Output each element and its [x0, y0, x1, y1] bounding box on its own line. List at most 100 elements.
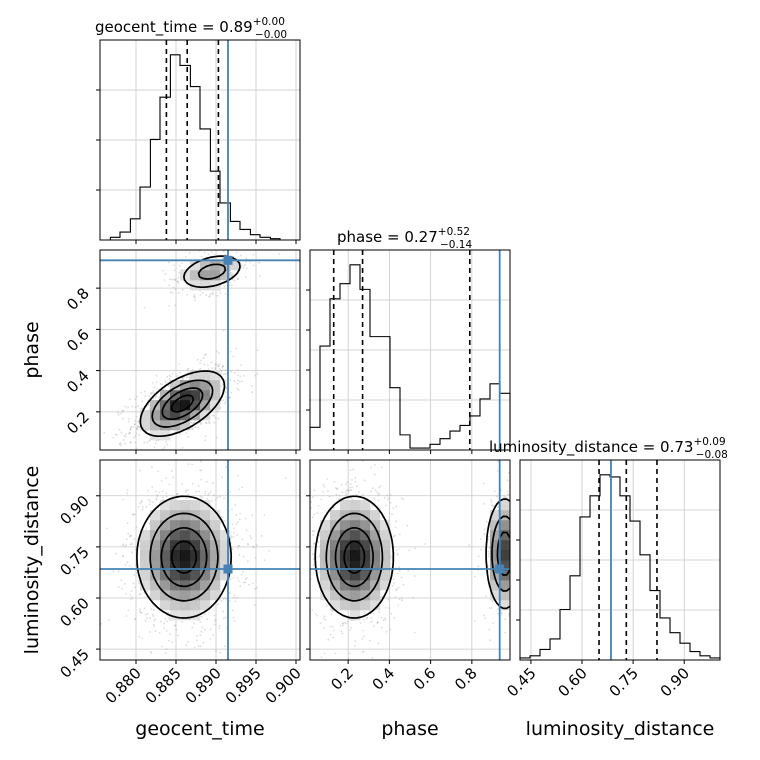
sample-point [333, 481, 336, 483]
sample-point [224, 253, 227, 256]
density-bin [170, 410, 181, 421]
sample-point [145, 429, 148, 432]
sample-point [149, 650, 152, 653]
sample-point [124, 433, 127, 435]
density-bin [180, 540, 191, 551]
sample-point [490, 607, 493, 609]
sample-point [187, 374, 190, 377]
sample-point [103, 432, 106, 434]
sample-point [352, 468, 355, 471]
sample-point [154, 396, 157, 399]
sample-point [199, 460, 202, 463]
sample-point [222, 610, 225, 613]
sample-point [137, 405, 140, 408]
density-bin [210, 270, 221, 281]
sample-point [215, 650, 217, 652]
sample-point [507, 493, 510, 496]
sample-point [129, 442, 132, 444]
sample-point [330, 613, 333, 616]
sample-point [341, 622, 344, 625]
sample-point [400, 597, 403, 600]
sample-point [392, 507, 395, 510]
sample-point [245, 276, 248, 279]
sample-point [144, 619, 147, 622]
sample-point [393, 582, 395, 585]
sample-point [394, 526, 397, 529]
sample-point [379, 485, 382, 488]
sample-point [134, 618, 137, 621]
density-bin [490, 540, 501, 551]
sample-point [384, 618, 387, 621]
sample-point [237, 374, 240, 377]
sample-point [187, 280, 190, 283]
density-bin [150, 570, 161, 581]
sample-point [172, 286, 175, 289]
sample-point [223, 373, 225, 376]
sample-point [245, 576, 248, 579]
sample-point [483, 528, 486, 530]
sample-point [199, 423, 202, 425]
sample-point [407, 569, 410, 572]
sample-point [135, 428, 138, 431]
contour-level-2 [151, 263, 227, 428]
density-bin [210, 370, 221, 381]
sample-point [168, 261, 170, 264]
sample-point [131, 405, 134, 408]
sample-point [129, 534, 131, 537]
sample-point [127, 420, 130, 423]
sample-point [194, 426, 197, 429]
sample-point [208, 295, 211, 298]
sample-point [191, 428, 194, 431]
sample-point [263, 514, 266, 516]
sample-point [169, 291, 172, 294]
sample-point [202, 356, 205, 359]
sample-point [217, 351, 220, 354]
sample-point [316, 614, 318, 617]
sample-point [219, 495, 221, 498]
density-bin [140, 540, 151, 551]
sample-point [312, 553, 314, 556]
sample-point [167, 385, 170, 388]
density-bin [350, 540, 361, 551]
sample-point [369, 639, 371, 642]
sample-point [376, 622, 379, 625]
density-bin [490, 560, 501, 571]
sample-point [146, 590, 149, 593]
sample-point [166, 375, 169, 378]
sample-point [209, 490, 212, 493]
sample-point [237, 389, 240, 392]
sample-point [170, 641, 173, 644]
density-bin [140, 550, 151, 561]
sample-point [231, 274, 234, 277]
sample-point [168, 304, 171, 307]
contours [136, 495, 233, 619]
sample-point [400, 497, 403, 500]
sample-point [163, 622, 166, 625]
sample-point [317, 504, 320, 507]
sample-point [199, 293, 202, 296]
sample-point [190, 421, 193, 424]
histogram-step [100, 54, 300, 241]
sample-point [335, 493, 338, 496]
density-bin [360, 600, 371, 611]
contours [314, 495, 510, 619]
sample-point [241, 570, 244, 573]
sample-point [243, 264, 246, 267]
sample-point [284, 477, 287, 480]
density-bin [200, 520, 211, 531]
sample-point [121, 587, 123, 590]
sample-point [221, 258, 224, 260]
density-bin [350, 560, 361, 571]
sample-point [200, 359, 202, 362]
sample-point [507, 472, 510, 474]
sample-point [200, 615, 203, 618]
sample-point [132, 513, 134, 516]
sample-point [363, 635, 366, 638]
density-bin [340, 540, 351, 551]
sample-point [344, 490, 347, 493]
sample-point [153, 391, 155, 394]
sample-point [322, 483, 325, 486]
sample-point [267, 549, 270, 552]
sample-point [238, 553, 241, 556]
sample-point [157, 388, 159, 390]
